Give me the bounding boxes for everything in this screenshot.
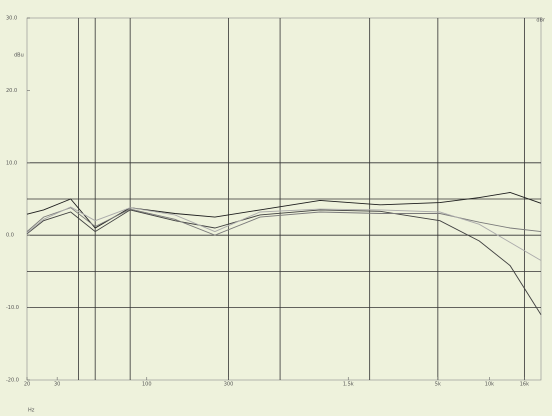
x-tick-label: 16k [520, 382, 529, 388]
y-tick-label: 30.0 [6, 16, 17, 22]
series-line [26, 192, 542, 229]
y-axis-label: dBu [14, 53, 24, 59]
x-tick-label: 10k [485, 382, 494, 388]
x-tick-label: 300 [224, 382, 234, 388]
x-axis-label: Hz [28, 408, 35, 414]
y-tick-label: 0.0 [6, 233, 14, 239]
y-tick-label: 10.0 [6, 160, 17, 166]
y-tick-label: 20.0 [6, 88, 17, 94]
series-line [26, 207, 542, 236]
x-tick-label: 100 [142, 382, 152, 388]
x-tick-label: 30 [54, 382, 60, 388]
x-tick-label: 1.5k [343, 382, 354, 388]
x-tick-label: 20 [24, 382, 30, 388]
y-tick-label: -10.0 [6, 305, 19, 311]
x-tick-label: 5k [435, 382, 441, 388]
series-line [26, 206, 542, 261]
y-tick-label: -20.0 [6, 378, 19, 384]
